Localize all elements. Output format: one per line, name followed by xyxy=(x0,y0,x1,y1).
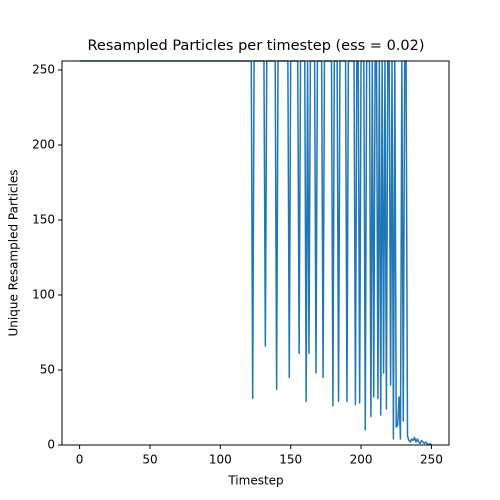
y-tick-label: 150 xyxy=(32,213,55,227)
x-axis-label: Timestep xyxy=(227,474,283,488)
y-tick-label: 50 xyxy=(40,363,55,377)
x-tick-label: 250 xyxy=(420,453,443,467)
x-tick-label: 50 xyxy=(142,453,157,467)
x-tick-label: 0 xyxy=(76,453,84,467)
data-line xyxy=(79,60,432,446)
y-axis-label: Unique Resampled Particles xyxy=(7,170,21,337)
x-tick-label: 100 xyxy=(209,453,232,467)
plot-frame xyxy=(61,60,450,446)
y-tick-label: 0 xyxy=(47,438,55,452)
y-tick-label: 200 xyxy=(32,138,55,152)
chart-title: Resampled Particles per timestep (ess = … xyxy=(87,38,424,54)
y-tick-label: 100 xyxy=(32,288,55,302)
x-tick-label: 150 xyxy=(279,453,302,467)
x-tick-label: 200 xyxy=(350,453,373,467)
y-tick-label: 250 xyxy=(32,63,55,77)
